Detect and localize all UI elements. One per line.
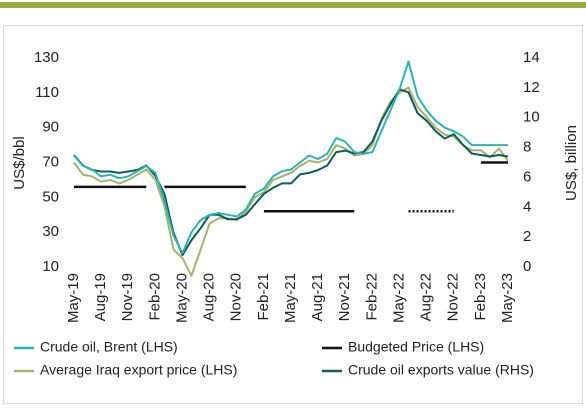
x-tick-label: Aug-20	[201, 273, 218, 321]
x-tick-label: Feb-22	[363, 273, 380, 321]
frame	[3, 25, 583, 404]
legend-label: Budgeted Price (LHS)	[348, 339, 484, 355]
x-tick-label: Aug-19	[92, 273, 109, 321]
x-tick-label: Nov-21	[336, 273, 353, 321]
legend-label: Crude oil, Brent (LHS)	[40, 339, 178, 355]
y2-tick-label: 8	[523, 139, 531, 156]
y2-axis-title: US$, billion	[563, 125, 580, 201]
y-tick-label: 90	[42, 119, 59, 136]
y-axis-title: US$/bbl	[11, 136, 28, 189]
y2-tick-label: 6	[523, 168, 531, 185]
y2-tick-label: 12	[523, 79, 540, 96]
x-tick-label: Aug-22	[418, 273, 435, 321]
top-bar	[0, 2, 586, 8]
y-tick-label: 10	[42, 258, 59, 275]
y2-tick-label: 2	[523, 228, 531, 245]
x-tick-label: Nov-19	[119, 273, 136, 321]
x-tick-label: Feb-21	[255, 273, 272, 321]
y-tick-label: 110	[35, 84, 59, 101]
x-tick-label: Aug-21	[309, 273, 326, 321]
legend-label: Average Iraq export price (LHS)	[40, 362, 237, 378]
legend-label: Crude oil exports value (RHS)	[348, 362, 534, 378]
series-line	[73, 60, 508, 255]
x-tick-label: May-22	[390, 273, 407, 323]
y-tick-label: 30	[42, 223, 59, 240]
x-tick-label: May-21	[282, 273, 299, 323]
x-tick-label: Feb-20	[146, 273, 163, 321]
x-tick-label: Feb-23	[472, 273, 489, 321]
x-tick-label: Nov-22	[445, 273, 462, 321]
x-tick-label: May-19	[65, 273, 82, 323]
x-tick-label: Nov-20	[228, 273, 245, 321]
y2-tick-label: 14	[523, 49, 540, 66]
x-tick-label: May-23	[499, 273, 516, 323]
series-line	[73, 86, 509, 277]
y2-tick-label: 4	[523, 198, 531, 215]
y2-tick-label: 0	[523, 258, 531, 275]
y-tick-label: 70	[42, 153, 59, 170]
y-tick-label: 50	[42, 188, 59, 205]
x-tick-label: May-20	[173, 273, 190, 323]
y2-tick-label: 10	[523, 109, 540, 126]
y-tick-label: 130	[34, 49, 59, 66]
